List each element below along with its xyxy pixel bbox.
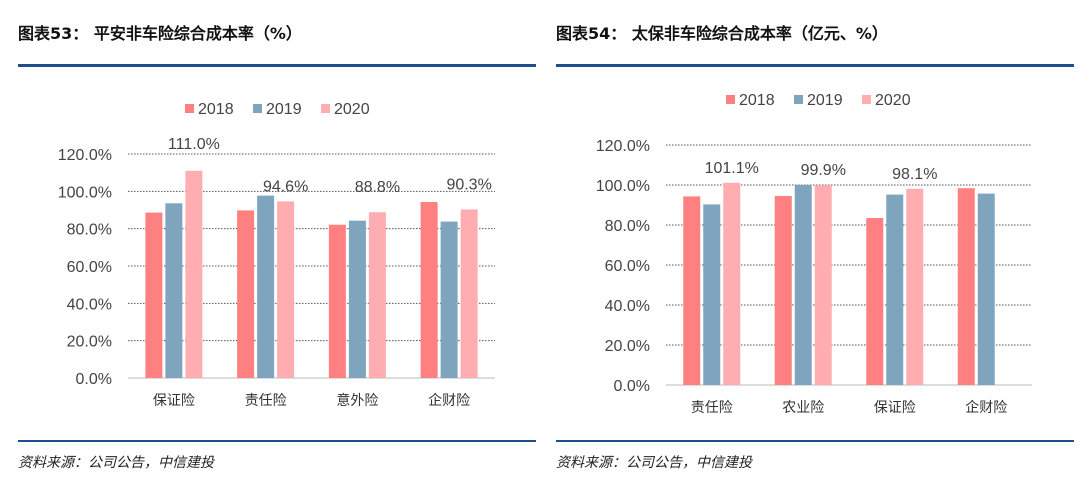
legend-swatch-2020 <box>321 104 330 113</box>
bar-2019 <box>440 221 458 378</box>
bar-chart-taibao: 0.0% 20.0% 40.0% 60.0% 80.0% 100.0% 120.0% 责任险 1… <box>596 92 1032 415</box>
divider <box>18 440 536 442</box>
bar-2020 <box>277 201 295 378</box>
bar-2018 <box>866 218 884 385</box>
x-tick-label: 保证险 <box>153 392 195 408</box>
y-tick-label: 80.0% <box>605 218 650 235</box>
y-tick-label: 60.0% <box>605 258 650 275</box>
legend-swatch-2018 <box>185 104 194 113</box>
x-tick-label: 企财险 <box>428 392 470 408</box>
y-tick-label: 120.0% <box>58 147 112 164</box>
divider <box>556 64 1074 67</box>
y-tick-label: 20.0% <box>67 334 112 351</box>
legend-swatch-2019 <box>794 95 803 104</box>
chart-panel-left: 图表53： 平安非车险综合成本率（%） 0.0% 20.0% 40.0% 60.0% 8… <box>18 0 536 484</box>
legend-label: 2019 <box>266 101 302 118</box>
data-label: 101.1% <box>705 160 759 177</box>
legend-label: 2018 <box>198 101 234 118</box>
bar-2019 <box>703 204 721 385</box>
data-label: 94.6% <box>263 178 308 195</box>
bar-2020 <box>814 185 832 385</box>
data-label: 111.0% <box>168 136 220 153</box>
y-tick-label: 0.0% <box>614 378 650 395</box>
x-tick-label: 意外险 <box>336 392 378 408</box>
x-tick-label: 责任险 <box>691 399 733 415</box>
bar-2019 <box>257 195 275 378</box>
y-tick-label: 60.0% <box>67 259 112 276</box>
chart-panel-right: 图表54： 太保非车险综合成本率（亿元、%） 0.0% 20.0% 40.0% 60.… <box>556 0 1074 484</box>
y-tick-label: 80.0% <box>67 222 112 239</box>
divider <box>556 440 1074 442</box>
bar-2019 <box>794 185 812 385</box>
data-label: 90.3% <box>446 176 491 193</box>
y-tick-label: 20.0% <box>605 338 650 355</box>
legend-label: 2020 <box>875 92 911 109</box>
legend-label: 2018 <box>739 92 775 109</box>
bar-2018 <box>774 196 792 385</box>
bar-2018 <box>683 196 701 385</box>
bar-2018 <box>957 188 975 385</box>
source-note: 资料来源：公司公告，中信建投 <box>18 455 214 471</box>
chart-title: 图表54： 太保非车险综合成本率（亿元、%） <box>556 24 888 43</box>
y-tick-label: 120.0% <box>596 138 650 155</box>
bar-chart-pingan: 0.0% 20.0% 40.0% 60.0% 80.0% 100.0% 120.0% 保证险 1… <box>58 101 495 408</box>
bar-2019 <box>977 193 995 385</box>
legend-swatch-2019 <box>253 104 262 113</box>
bar-2020 <box>185 170 203 378</box>
bar-2020 <box>460 209 478 378</box>
y-tick-label: 40.0% <box>605 298 650 315</box>
data-label: 98.1% <box>892 166 937 183</box>
bar-2020 <box>368 212 386 378</box>
y-tick-label: 100.0% <box>58 184 112 201</box>
bar-2018 <box>328 224 346 378</box>
legend-label: 2019 <box>807 92 843 109</box>
legend-swatch-2018 <box>726 95 735 104</box>
legend-swatch-2020 <box>862 95 871 104</box>
data-label: 99.9% <box>801 162 846 179</box>
source-note: 资料来源：公司公告，中信建投 <box>556 455 752 471</box>
x-tick-label: 责任险 <box>245 392 287 408</box>
divider <box>18 64 536 67</box>
bar-2020 <box>906 188 924 385</box>
y-tick-label: 0.0% <box>76 371 112 388</box>
x-tick-label: 农业险 <box>782 399 824 415</box>
bar-2018 <box>420 201 438 378</box>
bar-2020 <box>723 182 741 385</box>
bar-2019 <box>886 194 904 385</box>
y-tick-label: 100.0% <box>596 178 650 195</box>
bar-2019 <box>348 220 366 378</box>
x-tick-label: 企财险 <box>965 399 1007 415</box>
data-label: 88.8% <box>355 179 400 196</box>
x-tick-label: 保证险 <box>874 399 916 415</box>
y-tick-label: 40.0% <box>67 296 112 313</box>
chart-title: 图表53： 平安非车险综合成本率（%） <box>18 24 302 43</box>
bar-2019 <box>165 203 183 378</box>
bar-2018 <box>237 210 255 378</box>
legend-label: 2020 <box>334 101 370 118</box>
bar-2018 <box>145 212 163 378</box>
